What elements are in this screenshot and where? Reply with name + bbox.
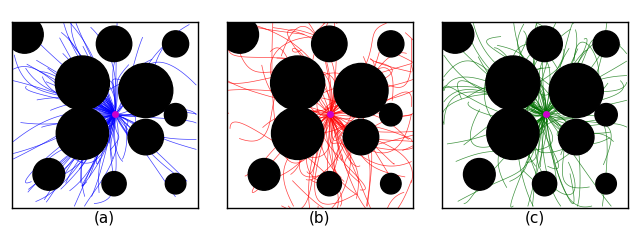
Circle shape [559, 119, 594, 155]
Circle shape [6, 16, 44, 53]
Circle shape [463, 158, 495, 190]
Circle shape [593, 31, 619, 57]
Circle shape [271, 107, 324, 159]
Circle shape [97, 26, 132, 62]
Circle shape [486, 56, 540, 110]
Circle shape [164, 103, 187, 126]
Circle shape [487, 107, 539, 159]
Circle shape [595, 103, 618, 126]
Circle shape [118, 64, 173, 118]
Circle shape [128, 119, 163, 155]
Circle shape [436, 16, 474, 53]
Circle shape [55, 56, 109, 110]
Circle shape [248, 158, 280, 190]
Circle shape [532, 172, 557, 196]
Circle shape [378, 31, 404, 57]
Circle shape [33, 158, 65, 190]
Circle shape [527, 26, 563, 62]
Circle shape [271, 56, 324, 110]
X-axis label: (a): (a) [94, 211, 115, 226]
Circle shape [380, 103, 402, 126]
Circle shape [165, 174, 186, 194]
Circle shape [381, 174, 401, 194]
Circle shape [317, 172, 341, 196]
Circle shape [102, 172, 126, 196]
Circle shape [549, 64, 604, 118]
Circle shape [312, 26, 347, 62]
Circle shape [221, 16, 259, 53]
Circle shape [56, 107, 108, 159]
Circle shape [163, 31, 189, 57]
Circle shape [334, 64, 388, 118]
X-axis label: (b): (b) [309, 211, 331, 226]
Circle shape [343, 119, 379, 155]
X-axis label: (c): (c) [525, 211, 545, 226]
Circle shape [596, 174, 616, 194]
